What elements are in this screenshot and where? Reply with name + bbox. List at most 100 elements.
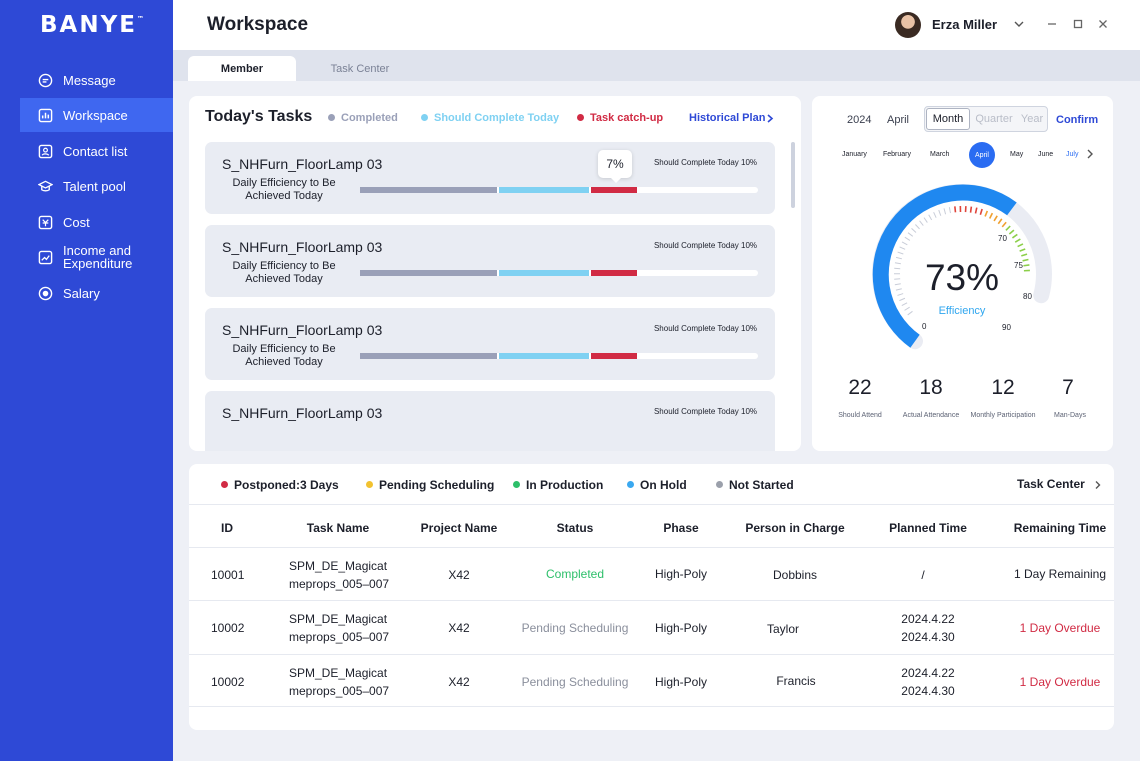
task-row[interactable]: S_NHFurn_FloorLamp 03 Daily Efficiency t… <box>205 142 775 214</box>
month-selector[interactable]: April <box>887 114 910 126</box>
month-june[interactable]: June <box>1038 151 1054 158</box>
close-icon[interactable] <box>1097 18 1109 30</box>
col-header-person-in-charge: Person in Charge <box>745 521 845 535</box>
status-on-hold[interactable]: On Hold <box>627 478 687 492</box>
col-header-status: Status <box>556 521 594 535</box>
maximize-icon[interactable] <box>1072 18 1084 30</box>
sidebar-item-talent-pool[interactable]: Talent pool <box>20 169 173 203</box>
user-name[interactable]: Erza Miller <box>932 17 998 32</box>
should-complete-label: Should Complete Today 10% <box>653 324 757 333</box>
legend-dot <box>421 113 428 121</box>
minimize-icon[interactable] <box>1046 18 1058 30</box>
period-year[interactable]: Year <box>1020 113 1044 125</box>
cell-phase: High-Poly <box>654 675 708 689</box>
todays-tasks-card: Today's Tasks Completed Should Complete … <box>189 96 801 451</box>
table-row[interactable]: 10001 SPM_DE_Magicat meprops_005–007 X42… <box>189 547 1114 600</box>
month-july[interactable]: July <box>1066 151 1079 158</box>
status-pending-scheduling[interactable]: Pending Scheduling <box>366 478 494 492</box>
chevron-right-icon <box>767 113 774 123</box>
sidebar-item-income-and-expenditure[interactable]: Income and Expenditure <box>20 240 173 274</box>
gauge-scale-80: 80 <box>1023 292 1032 301</box>
sidebar-item-label: Message <box>63 72 116 88</box>
gauge-tick <box>1017 243 1024 248</box>
sidebar-item-salary[interactable]: Salary <box>20 276 173 310</box>
chevron-right-icon[interactable] <box>1086 149 1094 159</box>
month-april[interactable]: April <box>969 142 995 168</box>
month-may[interactable]: May <box>1010 151 1024 158</box>
stat-monthly-participation-label: Monthly Participation <box>970 412 1036 419</box>
sidebar-item-label: Workspace <box>63 107 128 123</box>
sidebar-item-contact-list[interactable]: Contact list <box>20 134 173 168</box>
task-center-link[interactable]: Task Center <box>1017 477 1103 491</box>
gauge-tick <box>954 206 957 213</box>
tab-bar: Member Task Center <box>173 50 1140 81</box>
legend-dot <box>328 113 335 121</box>
sidebar-item-message[interactable]: Message <box>20 63 173 97</box>
top-bar: Workspace Erza Miller <box>173 0 1140 50</box>
table-header <box>189 504 1114 548</box>
cell-task-name-line2: meprops_005–007 <box>289 684 390 698</box>
catchup-segment <box>590 187 637 193</box>
period-toggle: Month Quarter Year <box>924 106 1048 132</box>
task-row[interactable]: S_NHFurn_FloorLamp 03 Should Complete To… <box>205 391 775 451</box>
stat-man-days-value: 7 <box>1062 376 1074 399</box>
gauge-tick <box>911 228 917 233</box>
should-complete-segment <box>499 187 589 193</box>
table-row[interactable]: 10002 SPM_DE_Magicat meprops_005–007 X42… <box>189 600 1114 653</box>
month-january[interactable]: January <box>842 151 867 158</box>
status-in-production[interactable]: In Production <box>513 478 603 492</box>
cell-person: Francis <box>776 674 816 688</box>
efficiency-card: 2024 April Month Quarter Year Confirm Ja… <box>812 96 1113 451</box>
legend-dot <box>627 481 634 489</box>
gauge-tick <box>933 211 937 218</box>
task-row[interactable]: S_NHFurn_FloorLamp 03 Daily Efficiency t… <box>205 225 775 297</box>
col-header-project-name: Project Name <box>420 521 498 535</box>
progress-bar <box>360 353 758 359</box>
cell-project: X42 <box>448 621 470 635</box>
avatar[interactable] <box>895 12 921 38</box>
status-not-started[interactable]: Not Started <box>716 478 794 492</box>
period-month[interactable]: Month <box>926 108 970 130</box>
cell-planned-line1: 2024.4.22 <box>901 612 955 626</box>
gauge-tick <box>948 207 951 214</box>
gauge-tick <box>894 283 901 286</box>
cell-id: 10001 <box>211 568 245 582</box>
legend-should-complete: Should Complete Today <box>421 112 559 124</box>
table-row[interactable]: 10002 SPM_DE_Magicat meprops_005–007 X42… <box>189 654 1114 707</box>
gauge-tick <box>897 251 904 255</box>
col-header-id: ID <box>221 521 233 535</box>
historical-plan-link[interactable]: Historical Plan <box>689 112 774 124</box>
sidebar-item-cost[interactable]: Cost <box>20 205 173 239</box>
gauge-tick <box>1001 221 1007 228</box>
todays-tasks-title: Today's Tasks <box>205 108 313 125</box>
tab-task-center[interactable]: Task Center <box>330 62 390 75</box>
cell-task-name-line1: SPM_DE_Magicat <box>289 612 388 626</box>
gauge-tick <box>907 232 914 237</box>
cell-status: Pending Scheduling <box>521 675 629 689</box>
month-march[interactable]: March <box>930 151 950 158</box>
progress-bar <box>360 270 758 276</box>
task-name: S_NHFurn_FloorLamp 03 <box>222 239 383 255</box>
sidebar-item-workspace[interactable]: Workspace <box>20 98 173 132</box>
status-postponed[interactable]: Postponed:3 Days <box>221 478 339 492</box>
period-quarter[interactable]: Quarter <box>975 113 1013 125</box>
gauge-tick <box>901 302 908 307</box>
income-icon <box>38 250 53 264</box>
scrollbar-thumb[interactable] <box>791 142 795 208</box>
year-selector[interactable]: 2024 <box>847 114 872 126</box>
should-complete-segment <box>499 270 589 276</box>
gauge-tick <box>1021 253 1028 257</box>
gauge-tick <box>895 288 902 291</box>
salary-icon <box>38 286 53 300</box>
task-subtitle: Daily Efficiency to Be Achieved Today <box>232 260 336 285</box>
legend-dot <box>366 481 373 489</box>
confirm-button[interactable]: Confirm <box>1056 114 1099 126</box>
efficiency-gauge: 0 70 75 80 90 73% Efficiency <box>872 184 1052 350</box>
tab-member[interactable]: Member <box>188 56 296 81</box>
month-february[interactable]: February <box>883 151 912 158</box>
cell-status: Pending Scheduling <box>521 621 629 635</box>
completed-segment <box>360 270 498 276</box>
task-row[interactable]: S_NHFurn_FloorLamp 03 Daily Efficiency t… <box>205 308 775 380</box>
should-complete-segment <box>499 353 589 359</box>
chevron-down-icon[interactable] <box>1013 18 1025 30</box>
